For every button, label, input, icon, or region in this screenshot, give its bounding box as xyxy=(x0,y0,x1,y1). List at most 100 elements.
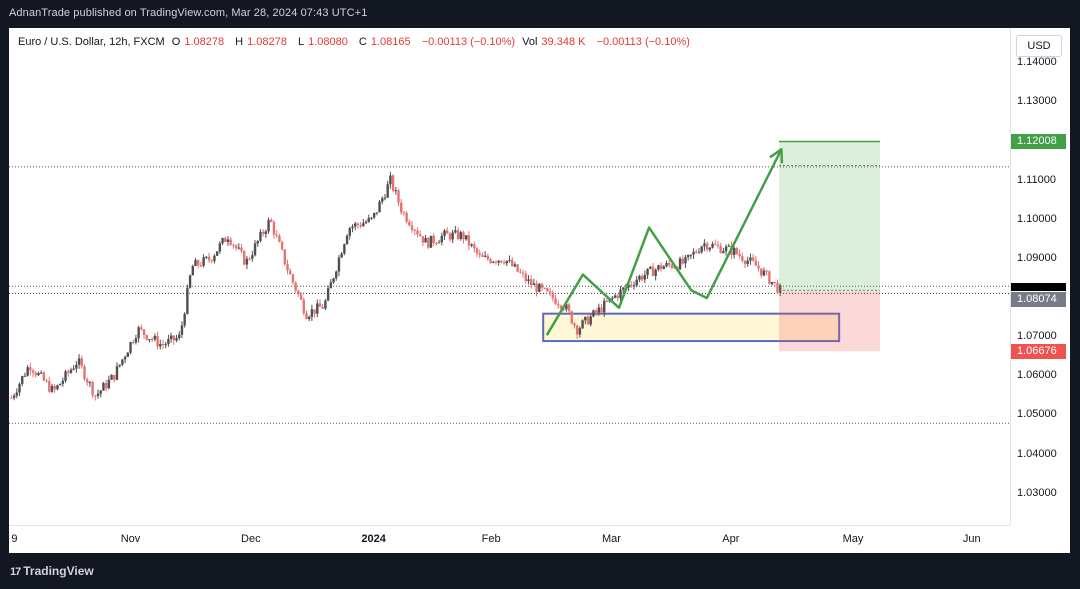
candle-body xyxy=(705,243,709,250)
candle-body xyxy=(543,287,546,289)
candle-body xyxy=(210,260,213,262)
candle-body xyxy=(557,304,560,306)
candle-body xyxy=(462,232,465,240)
legend-high-label: H xyxy=(235,36,244,48)
candle-body xyxy=(286,264,289,271)
candle-body xyxy=(121,359,124,365)
candle-body xyxy=(502,262,506,264)
legend-close-label: C xyxy=(358,36,367,48)
candle-body xyxy=(39,372,43,374)
candle-body xyxy=(600,307,603,313)
candle-body xyxy=(291,274,295,283)
candle-body xyxy=(540,283,544,288)
candle-body xyxy=(132,342,135,344)
legend-vol-change: −0.00113 (−0.10%) xyxy=(596,36,690,48)
candle-body xyxy=(668,262,671,265)
candle-body xyxy=(362,223,365,227)
candle-body xyxy=(722,251,725,253)
candle-body xyxy=(695,251,698,253)
candle-body xyxy=(175,337,178,341)
candle-body xyxy=(632,285,636,287)
candle-body xyxy=(215,251,219,256)
candle-body xyxy=(94,395,97,397)
candle-body xyxy=(378,201,381,213)
candle-body xyxy=(305,313,308,319)
currency-button[interactable]: USD xyxy=(1016,35,1062,57)
target-price-tag: 1.12008 xyxy=(1011,134,1066,150)
candle-body xyxy=(389,175,392,185)
key-level-lines xyxy=(9,166,1010,424)
candle-body xyxy=(196,260,200,266)
candle-body xyxy=(42,372,46,381)
candle-body xyxy=(418,234,422,237)
candle-body xyxy=(237,247,240,249)
candle-body xyxy=(446,230,449,234)
candle-body xyxy=(318,303,322,307)
candle-body xyxy=(191,266,194,276)
x-tick-label: Jun xyxy=(962,533,981,545)
candle-body xyxy=(202,257,205,266)
candle-body xyxy=(145,334,148,340)
candle-body xyxy=(621,287,625,290)
candle-body xyxy=(724,246,728,252)
candle-body xyxy=(584,316,587,321)
y-tick-label: 1.07000 xyxy=(1017,330,1057,343)
candle-body xyxy=(578,328,582,335)
candle-body xyxy=(594,310,598,313)
candle-body xyxy=(50,386,54,392)
candle-body xyxy=(391,175,395,191)
candle-body xyxy=(613,295,617,298)
candle-body xyxy=(732,248,736,255)
candle-body xyxy=(302,299,305,314)
candle-body xyxy=(565,304,568,310)
legend-high: 1.08278 xyxy=(247,36,287,48)
candle-body xyxy=(326,288,330,301)
y-tick-label: 1.09000 xyxy=(1017,251,1057,264)
time-axis[interactable] xyxy=(9,525,1010,554)
candle-body xyxy=(172,335,176,341)
candle-body xyxy=(26,367,29,376)
candle-body xyxy=(546,288,549,292)
candle-body xyxy=(56,385,59,390)
candle-body xyxy=(570,311,573,324)
candle-body xyxy=(467,235,471,246)
candle-body xyxy=(129,342,132,353)
candle-body xyxy=(649,266,652,269)
stop-zone xyxy=(779,290,881,352)
candle-body xyxy=(440,235,444,243)
y-tick-label: 1.10000 xyxy=(1017,212,1057,225)
candle-body xyxy=(316,303,319,314)
candle-body xyxy=(86,379,89,383)
candle-body xyxy=(408,221,411,226)
candle-body xyxy=(359,224,362,227)
candle-body xyxy=(605,300,609,302)
candle-body xyxy=(738,253,741,256)
candle-body xyxy=(486,255,490,260)
candle-body xyxy=(29,367,32,371)
price-axis[interactable] xyxy=(1010,28,1071,525)
candle-body xyxy=(261,231,265,234)
candle-body xyxy=(370,217,373,219)
y-tick-label: 1.04000 xyxy=(1017,447,1057,460)
candle-body xyxy=(529,279,533,286)
candle-body xyxy=(48,381,51,392)
candle-body xyxy=(118,364,121,367)
candle-body xyxy=(186,287,189,314)
candle-body xyxy=(345,235,349,245)
tradingview-brand[interactable]: 17 TradingView xyxy=(10,564,94,578)
candle-body xyxy=(91,382,94,396)
candle-body xyxy=(383,197,387,199)
candle-body xyxy=(638,275,641,280)
candle-body xyxy=(464,235,468,240)
candle-body xyxy=(102,383,105,391)
candle-body xyxy=(483,255,487,257)
legend-symbol[interactable]: Euro / U.S. Dollar, 12h, FXCM xyxy=(18,36,165,48)
legend-close: 1.08165 xyxy=(370,36,411,48)
candle-body xyxy=(659,265,663,270)
candle-body xyxy=(337,257,341,272)
candle-body xyxy=(245,258,249,265)
candle-body xyxy=(619,289,622,299)
candle-body xyxy=(432,235,435,244)
candle-body xyxy=(34,372,37,376)
